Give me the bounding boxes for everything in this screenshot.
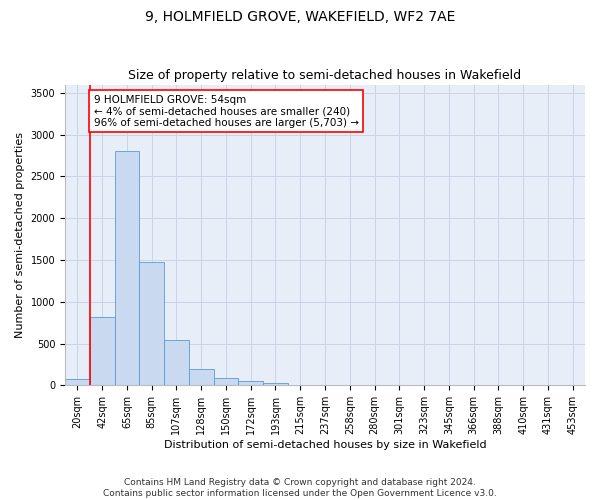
Text: 9 HOLMFIELD GROVE: 54sqm
← 4% of semi-detached houses are smaller (240)
96% of s: 9 HOLMFIELD GROVE: 54sqm ← 4% of semi-de… bbox=[94, 94, 359, 128]
Text: 9, HOLMFIELD GROVE, WAKEFIELD, WF2 7AE: 9, HOLMFIELD GROVE, WAKEFIELD, WF2 7AE bbox=[145, 10, 455, 24]
Y-axis label: Number of semi-detached properties: Number of semi-detached properties bbox=[15, 132, 25, 338]
Bar bbox=[65, 378, 90, 386]
X-axis label: Distribution of semi-detached houses by size in Wakefield: Distribution of semi-detached houses by … bbox=[164, 440, 487, 450]
Bar bbox=[189, 370, 214, 386]
Text: Contains HM Land Registry data © Crown copyright and database right 2024.
Contai: Contains HM Land Registry data © Crown c… bbox=[103, 478, 497, 498]
Bar bbox=[238, 381, 263, 386]
Bar bbox=[263, 384, 288, 386]
Title: Size of property relative to semi-detached houses in Wakefield: Size of property relative to semi-detach… bbox=[128, 69, 521, 82]
Bar bbox=[115, 152, 139, 386]
Bar bbox=[288, 384, 313, 386]
Bar bbox=[90, 317, 115, 386]
Bar bbox=[139, 262, 164, 386]
Bar bbox=[164, 340, 189, 386]
Bar bbox=[214, 378, 238, 386]
